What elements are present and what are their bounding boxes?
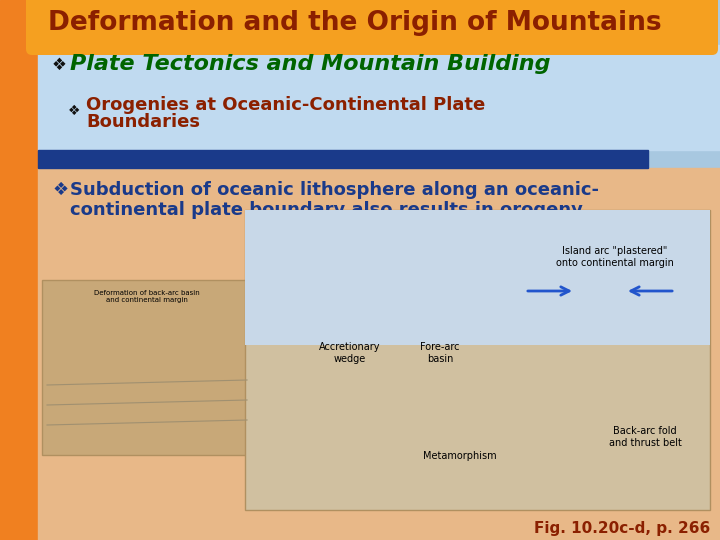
Text: Fig. 10.20c-d, p. 266: Fig. 10.20c-d, p. 266 xyxy=(534,521,710,536)
Bar xyxy=(38,84,720,150)
Text: Back-arc fold
and thrust belt: Back-arc fold and thrust belt xyxy=(608,426,681,448)
Bar xyxy=(38,150,648,168)
Text: Plate Tectonics and Mountain Building: Plate Tectonics and Mountain Building xyxy=(70,55,551,75)
Text: ❖: ❖ xyxy=(52,181,68,199)
Bar xyxy=(38,168,720,540)
Text: Deformation of back-arc basin
and continental margin: Deformation of back-arc basin and contin… xyxy=(94,290,200,303)
Bar xyxy=(42,280,252,455)
Bar xyxy=(245,210,710,345)
Text: Orogenies at Oceanic-Continental Plate: Orogenies at Oceanic-Continental Plate xyxy=(86,96,485,114)
FancyBboxPatch shape xyxy=(26,0,718,55)
Text: Subduction of oceanic lithosphere along an oceanic-: Subduction of oceanic lithosphere along … xyxy=(70,181,599,199)
Text: Metamorphism: Metamorphism xyxy=(423,451,497,461)
Bar xyxy=(0,0,38,540)
Bar xyxy=(245,210,710,510)
Text: continental plate boundary also results in orogeny.: continental plate boundary also results … xyxy=(70,201,588,219)
Text: Island arc "plastered"
onto continental margin: Island arc "plastered" onto continental … xyxy=(556,246,674,268)
Bar xyxy=(38,45,720,84)
Text: Boundaries: Boundaries xyxy=(86,113,200,131)
Text: Deformation and the Origin of Mountains: Deformation and the Origin of Mountains xyxy=(48,10,662,36)
Text: Accretionary
wedge: Accretionary wedge xyxy=(319,342,381,363)
Text: ❖: ❖ xyxy=(52,56,67,73)
Text: ❖: ❖ xyxy=(68,104,81,118)
Text: Fore-arc
basin: Fore-arc basin xyxy=(420,342,460,363)
